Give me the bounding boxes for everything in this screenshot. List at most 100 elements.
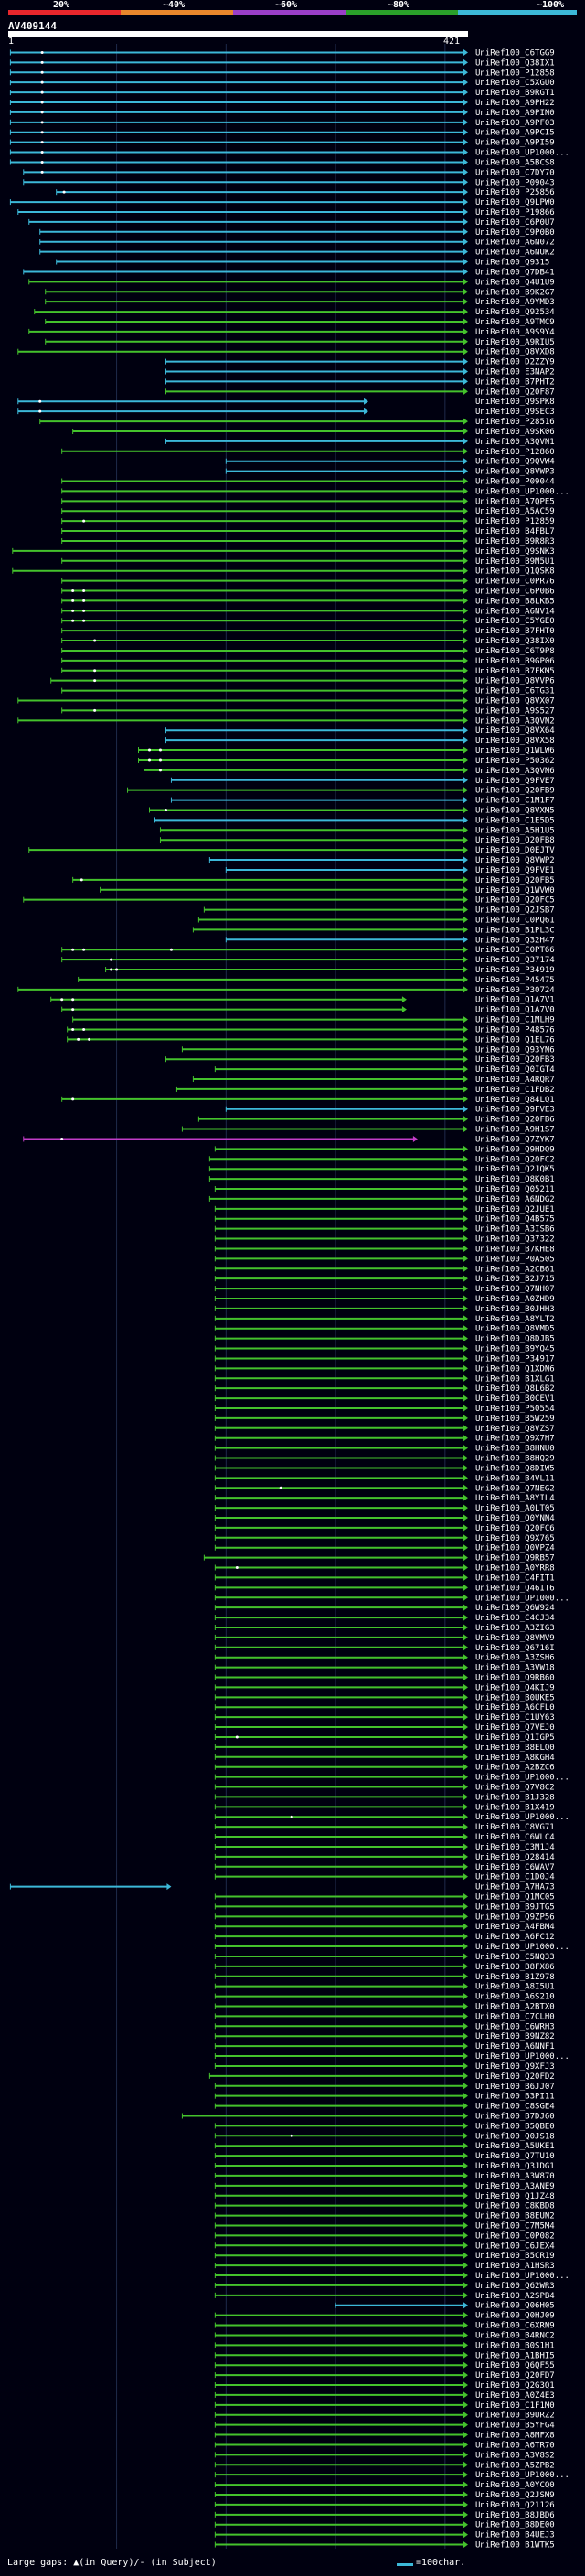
hit-arrowhead — [463, 1484, 468, 1491]
hit-label: UniRef100_Q9SPK8 — [475, 398, 555, 407]
hit-label: UniRef100_B0S1H1 — [475, 2341, 555, 2350]
hit-label: UniRef100_A2BZC6 — [475, 1764, 555, 1773]
hit-arrowhead — [463, 1025, 468, 1033]
hit-arrowhead — [463, 2491, 468, 2498]
hit-arrowhead — [463, 1305, 468, 1312]
hit-label: UniRef100_C1FDB2 — [475, 1086, 555, 1095]
gap-marker — [82, 609, 86, 612]
gap-marker — [158, 758, 162, 762]
hit-arrowhead — [463, 348, 468, 355]
hit-label: UniRef100_Q9SEC3 — [475, 408, 555, 417]
hit-arrowhead — [463, 1923, 468, 1930]
hit-arrowhead — [463, 1674, 468, 1681]
hit-arrowhead — [463, 2042, 468, 2050]
hit-label: UniRef100_A6TR70 — [475, 2441, 555, 2450]
gap-marker — [40, 141, 44, 144]
hit-label: UniRef100_B6JJ07 — [475, 2083, 555, 2092]
hit-arrowhead — [463, 2461, 468, 2468]
hit-arrowhead — [463, 1574, 468, 1581]
legend-label-40: ~40% — [162, 0, 186, 10]
hit-label: UniRef100_A3ISB6 — [475, 1225, 555, 1235]
hit-arrowhead — [463, 1993, 468, 2000]
hit-arrowhead — [463, 537, 468, 545]
hit-label: UniRef100_A1HSR3 — [475, 2262, 555, 2271]
hit-label: UniRef100_B8DE00 — [475, 2521, 555, 2530]
hit-arrowhead — [463, 767, 468, 774]
hit-arrowhead — [463, 1016, 468, 1023]
hit-label: UniRef100_Q20F87 — [475, 387, 555, 397]
hit-label: UniRef100_Q46IT6 — [475, 1584, 555, 1593]
gap-marker — [40, 121, 44, 124]
hit-label: UniRef100_C8VG71 — [475, 1823, 555, 1832]
hit-arrowhead — [463, 1833, 468, 1840]
hit-label: UniRef100_Q8VWP3 — [475, 468, 555, 477]
hit-label: UniRef100_Q8DJB5 — [475, 1335, 555, 1344]
hit-arrowhead — [463, 2112, 468, 2119]
legend-swatch-purple — [233, 10, 346, 15]
hit-label: UniRef100_A6N072 — [475, 239, 555, 248]
hit-label: UniRef100_Q93YN6 — [475, 1045, 555, 1055]
hit-label: UniRef100_Q21126 — [475, 2501, 555, 2510]
hit-label: UniRef100_A8YLT2 — [475, 1315, 555, 1324]
hit-label: UniRef100_Q0HJ09 — [475, 2312, 555, 2321]
hit-label: UniRef100_B8FX86 — [475, 1963, 555, 1972]
gap-marker — [158, 769, 162, 772]
hit-label: UniRef100_A5H1U5 — [475, 826, 555, 835]
hit-arrowhead — [463, 119, 468, 126]
hit-arrowhead — [463, 1435, 468, 1442]
hit-arrowhead — [463, 2441, 468, 2448]
hit-arrowhead — [463, 647, 468, 654]
gap-marker — [82, 948, 86, 951]
hit-arrowhead — [463, 478, 468, 485]
gap-marker — [71, 589, 75, 593]
hit-arrowhead — [463, 239, 468, 246]
hit-arrowhead — [463, 168, 468, 175]
hit-arrowhead — [463, 48, 468, 56]
gap-marker — [147, 748, 151, 752]
hit-label: UniRef100_Q06H05 — [475, 2302, 555, 2311]
hit-arrowhead — [463, 696, 468, 704]
hit-arrowhead — [463, 318, 468, 325]
hit-arrowhead — [463, 2432, 468, 2439]
hit-label: UniRef100_C7M5M4 — [475, 2221, 555, 2231]
hit-label: UniRef100_UP1000... — [475, 2471, 569, 2480]
hit-arrowhead — [463, 1983, 468, 1990]
hit-label: UniRef100_Q20FB5 — [475, 876, 555, 885]
hit-label: UniRef100_Q9QVW4 — [475, 458, 555, 467]
hit-label: UniRef100_C9P0B0 — [475, 228, 555, 238]
hit-label: UniRef100_B8EUN2 — [475, 2212, 555, 2221]
hit-arrowhead — [463, 1973, 468, 1980]
hit-arrowhead — [463, 966, 468, 973]
hit-label: UniRef100_A9H1S7 — [475, 1126, 555, 1135]
hit-arrowhead — [401, 996, 407, 1003]
hit-label: UniRef100_P0A505 — [475, 1255, 555, 1264]
hit-label: UniRef100_Q9X7H7 — [475, 1435, 555, 1444]
hit-label: UniRef100_Q1A7V1 — [475, 996, 555, 1005]
hit-label: UniRef100_Q38IX1 — [475, 58, 555, 68]
hit-arrowhead — [463, 1723, 468, 1731]
hit-arrowhead — [463, 1425, 468, 1432]
gap-marker — [71, 1027, 75, 1031]
hit-arrowhead — [463, 418, 468, 425]
gap-marker — [71, 1097, 75, 1101]
hit-arrowhead — [463, 328, 468, 335]
hit-arrowhead — [463, 1893, 468, 1901]
hit-label: UniRef100_Q4KIJ9 — [475, 1683, 555, 1692]
hit-label: UniRef100_A2CB61 — [475, 1265, 555, 1274]
hit-arrowhead — [463, 129, 468, 136]
hit-arrowhead — [463, 946, 468, 953]
gap-marker — [40, 50, 44, 54]
hit-label: UniRef100_C0PR76 — [475, 578, 555, 587]
hit-arrowhead — [463, 1384, 468, 1392]
hit-label: UniRef100_B9RGT1 — [475, 89, 555, 98]
gap-marker — [40, 90, 44, 94]
hit-arrowhead — [463, 448, 468, 455]
hit-arrowhead — [463, 428, 468, 435]
hit-arrowhead — [463, 89, 468, 96]
hit-label: UniRef100_Q8L6B2 — [475, 1384, 555, 1394]
hit-arrowhead — [463, 2212, 468, 2220]
legend-swatch-green — [346, 10, 458, 15]
hit-label: UniRef100_Q20FB8 — [475, 836, 555, 845]
hit-arrowhead — [463, 1185, 468, 1193]
gap-marker — [38, 409, 42, 413]
